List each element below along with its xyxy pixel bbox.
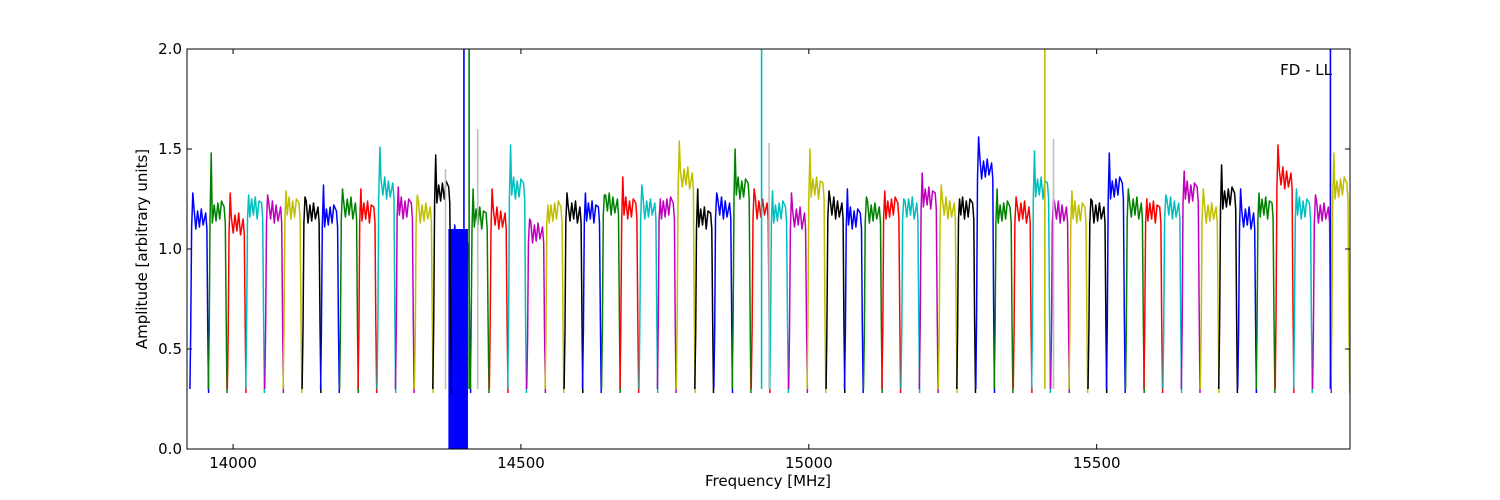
band-trace [189,192,210,394]
band-trace [432,154,453,394]
band-trace [843,188,864,394]
band-trace [918,172,939,394]
band-trace [1087,198,1108,394]
y-tick-label: 1.5 [158,140,182,158]
band-trace [881,190,902,394]
band-trace [1274,144,1295,394]
band-trace [1217,164,1239,394]
band-trace [638,184,659,394]
band-trace [1049,198,1071,394]
band-trace [413,194,434,394]
y-tick-label: 1.0 [158,240,182,258]
band-trace [563,192,584,394]
band-trace [1330,152,1350,394]
band-trace [675,140,696,394]
band-trace [525,218,547,394]
plot-area [189,49,1350,449]
band-trace [600,192,621,394]
y-tick-label: 0.0 [158,440,182,458]
band-trace [993,188,1014,394]
band-trace [1068,190,1089,394]
band-trace [1199,188,1220,394]
band-trace [806,148,827,394]
band-trace [713,192,734,394]
band-trace [319,184,341,394]
x-axis: 14000 14500 15000 15500 [209,49,1121,472]
band-trace [1255,192,1276,394]
band-trace [338,188,360,394]
band-trace [975,136,996,394]
band-trace [1162,194,1183,394]
band-trace [900,196,921,394]
band-trace [301,196,322,394]
band-trace [1124,188,1145,394]
band-trace [263,194,285,394]
x-axis-label: Frequency [MHz] [705,472,831,490]
band-trace [394,186,415,394]
x-tick-label: 14000 [209,454,257,472]
band-trace [694,188,715,394]
band-trace [731,148,752,394]
x-tick-label: 15000 [785,454,833,472]
y-tick-label: 0.5 [158,340,182,358]
band-trace [956,196,977,394]
x-tick-label: 14500 [497,454,545,472]
band-trace [581,192,602,394]
band-trace [768,190,790,394]
band-trace [544,200,565,394]
band-trace [1030,150,1052,394]
plot-annotation: FD - LL [1280,61,1332,79]
band-trace [226,192,247,394]
band-trace [1292,188,1314,394]
band-trace [862,196,883,394]
band-trace [282,190,303,394]
y-axis: 0.0 0.5 1.0 1.5 2.0 [158,40,1350,458]
x-tick-label: 15500 [1073,454,1121,472]
band-trace [1236,188,1258,394]
y-axis-label: Amplitude [arbitrary units] [133,149,151,349]
band-trace [787,192,809,394]
band-trace [656,196,677,394]
y-tick-label: 2.0 [158,40,182,58]
band-trace [244,194,266,394]
band-trace [1311,194,1333,394]
band-trace [357,188,378,394]
band-trace [1143,198,1164,394]
band-trace [619,176,640,394]
band-trace [1105,152,1126,394]
band-trace [506,144,528,394]
band-trace [937,184,958,394]
band-trace [488,188,509,394]
band-trace [207,152,228,394]
band-trace [750,188,771,394]
band-trace [469,188,490,394]
band-trace [376,146,397,394]
band-trace [1012,196,1033,394]
band-trace [1180,170,1201,394]
band-trace [825,190,846,394]
